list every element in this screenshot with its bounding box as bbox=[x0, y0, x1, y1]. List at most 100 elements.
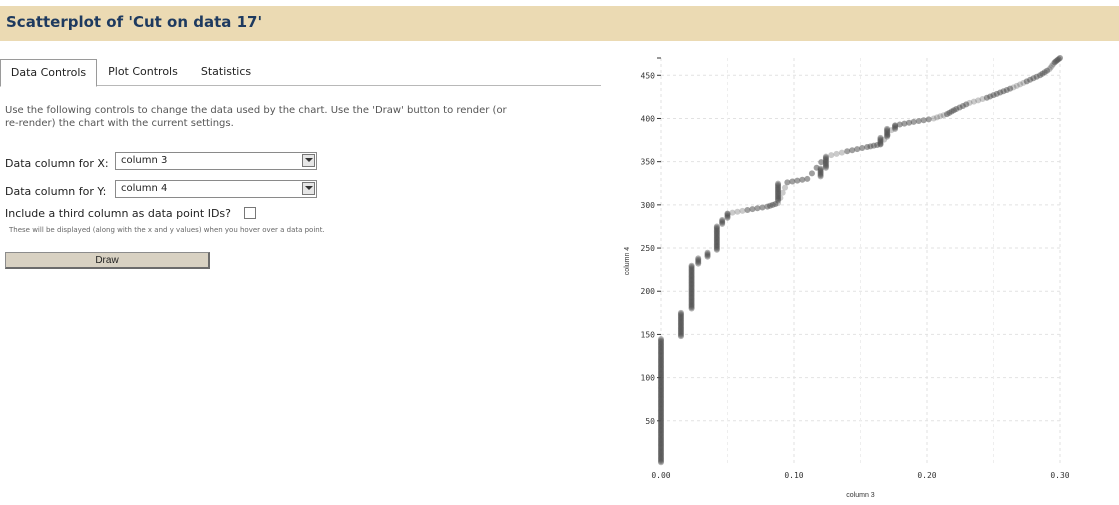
data-point bbox=[677, 322, 684, 329]
data-point bbox=[658, 413, 664, 420]
data-point bbox=[688, 301, 695, 308]
tab-plot-controls[interactable]: Plot Controls bbox=[108, 65, 178, 78]
y-column-select[interactable]: column 4 bbox=[115, 180, 317, 198]
data-point bbox=[658, 455, 664, 462]
data-point bbox=[695, 258, 702, 264]
data-point bbox=[658, 375, 664, 382]
data-point bbox=[724, 210, 731, 217]
data-point bbox=[688, 266, 695, 273]
ids-checkbox-label: Include a third column as data point IDs… bbox=[5, 207, 231, 220]
data-point bbox=[658, 360, 664, 367]
draw-button[interactable]: Draw bbox=[5, 252, 210, 269]
data-point bbox=[822, 158, 829, 165]
data-point bbox=[658, 381, 664, 388]
data-point bbox=[688, 297, 695, 304]
y-axis-title: column 4 bbox=[624, 247, 631, 276]
chevron-down-icon[interactable] bbox=[302, 182, 315, 195]
data-point bbox=[818, 159, 825, 166]
data-point bbox=[704, 251, 711, 258]
data-point bbox=[688, 284, 695, 291]
data-point bbox=[901, 120, 908, 127]
data-point bbox=[658, 363, 664, 370]
data-point bbox=[789, 178, 796, 185]
data-point bbox=[688, 277, 695, 284]
data-point bbox=[658, 434, 664, 441]
data-point bbox=[739, 207, 746, 214]
data-point bbox=[896, 121, 903, 128]
data-point bbox=[822, 163, 829, 170]
data-point bbox=[884, 131, 891, 138]
data-point bbox=[677, 326, 684, 333]
data-point bbox=[713, 244, 720, 251]
tab-data-controls[interactable]: Data Controls bbox=[0, 59, 97, 87]
x-axis-title: column 3 bbox=[846, 492, 875, 499]
data-point bbox=[799, 176, 806, 183]
ids-hint: These will be displayed (along with the … bbox=[9, 226, 325, 234]
data-point bbox=[782, 184, 789, 191]
data-point bbox=[658, 430, 664, 437]
data-point bbox=[658, 404, 664, 411]
data-point bbox=[658, 336, 664, 343]
data-point bbox=[688, 293, 695, 300]
data-point bbox=[884, 132, 891, 139]
data-point bbox=[713, 232, 720, 239]
data-point bbox=[658, 415, 664, 422]
data-point bbox=[688, 289, 695, 296]
data-point bbox=[966, 99, 973, 106]
data-point bbox=[915, 118, 922, 125]
data-point bbox=[658, 369, 664, 376]
data-point bbox=[677, 312, 684, 319]
x-column-value: column 3 bbox=[121, 155, 168, 166]
data-point bbox=[822, 162, 829, 169]
data-point bbox=[884, 125, 891, 132]
data-point bbox=[884, 129, 891, 136]
y-tick-label-0: 50 bbox=[645, 417, 655, 426]
data-point bbox=[658, 399, 664, 406]
tab-statistics[interactable]: Statistics bbox=[200, 65, 252, 78]
data-point bbox=[817, 170, 824, 177]
data-point bbox=[658, 411, 664, 418]
data-point bbox=[677, 315, 684, 322]
data-point bbox=[794, 177, 801, 184]
data-point bbox=[688, 279, 695, 286]
data-point bbox=[713, 233, 720, 240]
intro-line-1: Use the following controls to change the… bbox=[5, 105, 507, 116]
data-point bbox=[849, 147, 856, 154]
data-point bbox=[930, 115, 937, 122]
point-group-2 bbox=[688, 262, 695, 312]
data-point bbox=[677, 311, 684, 318]
data-point bbox=[688, 274, 695, 281]
data-point bbox=[658, 347, 664, 354]
data-point bbox=[892, 122, 899, 129]
data-point bbox=[658, 338, 664, 345]
data-point bbox=[817, 168, 824, 175]
ids-checkbox[interactable] bbox=[244, 207, 256, 219]
data-point bbox=[775, 193, 782, 200]
data-point bbox=[719, 220, 726, 227]
y-tick-label-4: 250 bbox=[641, 244, 656, 253]
data-point bbox=[724, 212, 731, 219]
data-point bbox=[724, 214, 731, 221]
data-point bbox=[884, 128, 891, 135]
data-point bbox=[775, 192, 782, 199]
chevron-down-icon[interactable] bbox=[302, 154, 315, 167]
data-point bbox=[1057, 55, 1063, 61]
data-point bbox=[775, 181, 782, 188]
y-tick-label-8: 450 bbox=[641, 71, 656, 80]
data-point bbox=[658, 378, 664, 385]
data-point bbox=[658, 439, 664, 446]
data-point bbox=[729, 209, 736, 216]
data-point bbox=[813, 164, 820, 171]
data-point bbox=[658, 403, 664, 410]
data-point bbox=[688, 286, 695, 293]
data-point bbox=[677, 317, 684, 324]
data-point bbox=[688, 296, 695, 303]
x-column-select[interactable]: column 3 bbox=[115, 152, 317, 170]
data-point bbox=[749, 206, 756, 213]
data-point bbox=[859, 145, 866, 152]
data-point bbox=[775, 183, 782, 190]
data-point bbox=[775, 180, 782, 187]
data-point bbox=[658, 402, 664, 409]
point-group-12 bbox=[884, 125, 891, 140]
data-point bbox=[925, 116, 932, 123]
